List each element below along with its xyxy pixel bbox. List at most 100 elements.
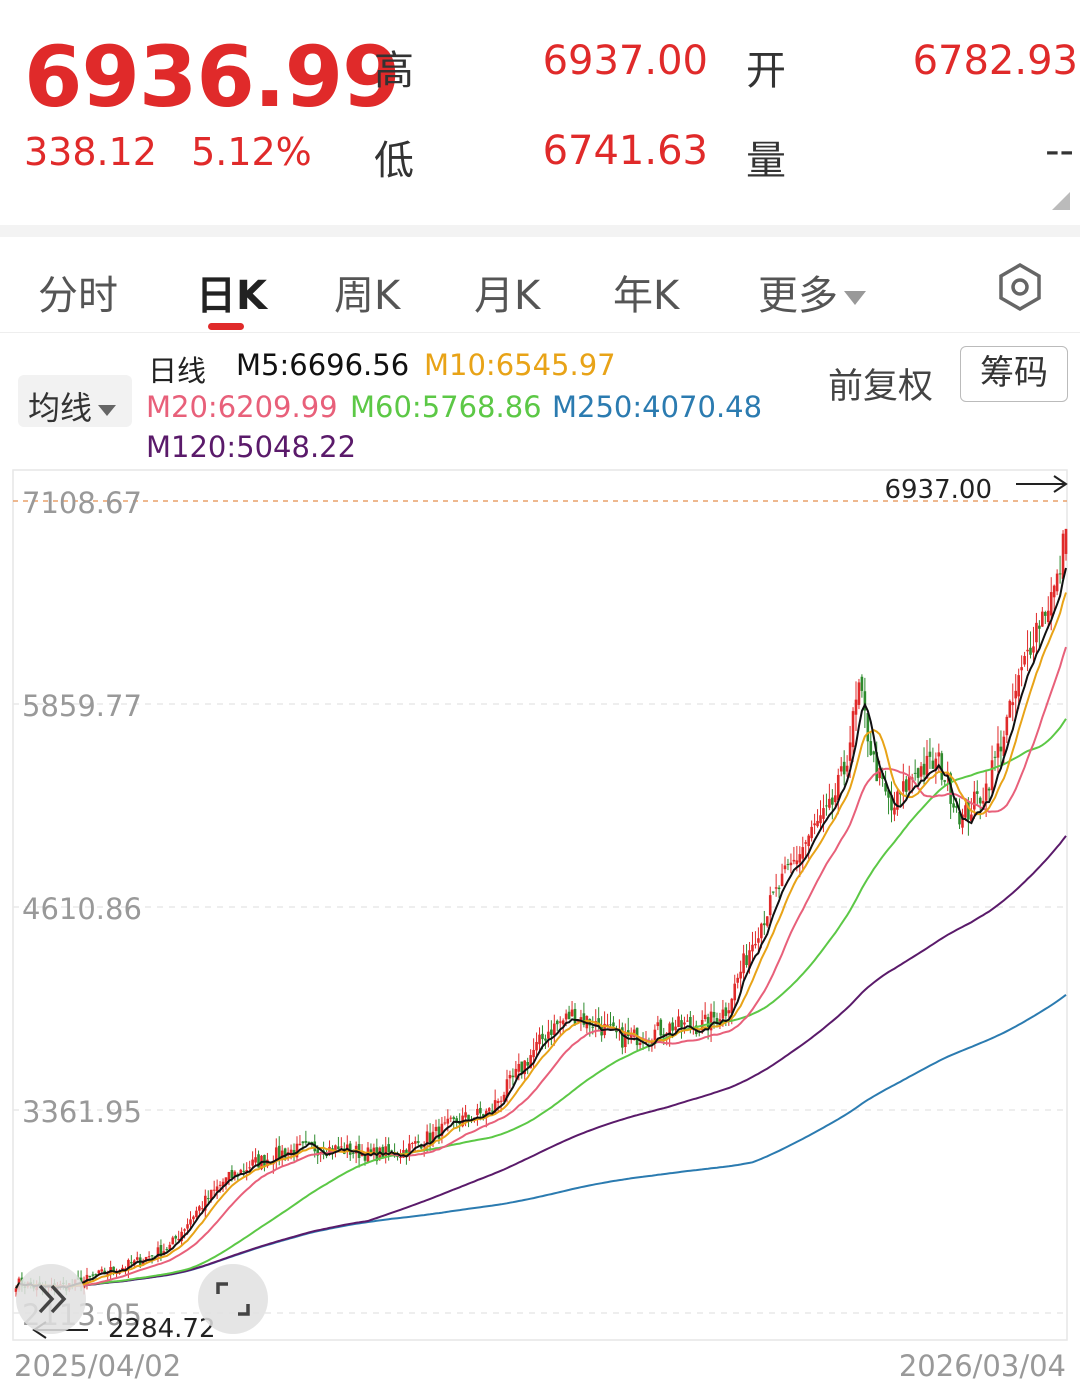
candle-body bbox=[558, 1021, 562, 1023]
candle-body bbox=[227, 1171, 231, 1181]
candle-body bbox=[937, 752, 941, 757]
candle-body bbox=[411, 1143, 414, 1145]
candle-body bbox=[902, 781, 905, 792]
candle-body bbox=[541, 1033, 544, 1040]
candle-body bbox=[621, 1027, 624, 1048]
candle-body bbox=[860, 676, 864, 691]
price-change: 338.12 5.12% bbox=[24, 130, 334, 174]
tab-intraday[interactable]: 分时 bbox=[38, 273, 118, 319]
low-label: 低 bbox=[374, 138, 414, 184]
candle-body bbox=[233, 1171, 237, 1176]
candle-body bbox=[550, 1029, 553, 1035]
candle-body bbox=[819, 815, 822, 824]
candle-body bbox=[1026, 649, 1029, 652]
candle-body bbox=[14, 1288, 18, 1292]
candle-body bbox=[390, 1150, 393, 1152]
candle-body bbox=[112, 1266, 115, 1272]
candle-body bbox=[538, 1034, 541, 1045]
candle-body bbox=[751, 944, 754, 952]
candle-body bbox=[656, 1022, 660, 1027]
candle-body bbox=[263, 1154, 266, 1166]
candle-body bbox=[363, 1155, 367, 1161]
candle-body bbox=[135, 1257, 139, 1260]
y-tick-label: 4610.86 bbox=[22, 892, 142, 926]
ma120-value: M120:5048.22 bbox=[146, 430, 357, 464]
candle-body bbox=[958, 811, 961, 825]
candle-body bbox=[973, 791, 976, 810]
candle-body bbox=[727, 1010, 731, 1014]
ma-selector[interactable]: 均线 bbox=[18, 375, 132, 427]
candle-body bbox=[893, 807, 896, 815]
candle-body bbox=[978, 797, 982, 804]
candle-body bbox=[242, 1170, 246, 1172]
candle-body bbox=[239, 1169, 243, 1175]
candle-body bbox=[579, 1017, 583, 1023]
candle-body bbox=[916, 768, 920, 778]
candle-body bbox=[736, 977, 739, 983]
candle-body bbox=[467, 1114, 470, 1120]
candle-body bbox=[1058, 573, 1062, 575]
tab-weekly-k[interactable]: 周K bbox=[334, 273, 401, 319]
candle-body bbox=[159, 1245, 163, 1257]
candle-body bbox=[499, 1100, 503, 1102]
x-end-date: 2026/03/04 bbox=[899, 1349, 1066, 1383]
candle-body bbox=[748, 950, 751, 969]
candle-body bbox=[490, 1110, 494, 1112]
candle-body bbox=[452, 1117, 456, 1120]
tab-more[interactable]: 更多 bbox=[758, 263, 866, 321]
open-label: 开 bbox=[746, 48, 786, 94]
candle-body bbox=[961, 814, 964, 828]
candle-body bbox=[931, 760, 935, 769]
open-value: 6782.93 bbox=[912, 38, 1078, 84]
candle-body bbox=[709, 1011, 713, 1031]
candle-body bbox=[804, 842, 808, 844]
settings-hexagon-icon[interactable] bbox=[995, 262, 1045, 312]
candle-body bbox=[144, 1256, 148, 1261]
candle-body bbox=[934, 758, 938, 771]
y-tick-label: 3361.95 bbox=[22, 1095, 142, 1129]
candle-body bbox=[1005, 716, 1009, 736]
candle-body bbox=[875, 752, 879, 782]
tab-daily-k[interactable]: 日K bbox=[196, 273, 267, 319]
candle-body bbox=[555, 1020, 559, 1025]
candle-body bbox=[248, 1167, 251, 1169]
candle-body bbox=[940, 753, 944, 780]
candle-body bbox=[567, 1011, 571, 1020]
candle-body bbox=[816, 820, 819, 827]
candle-body bbox=[94, 1274, 98, 1276]
candle-body bbox=[890, 795, 893, 811]
candle-body bbox=[408, 1143, 411, 1155]
candle-body bbox=[511, 1075, 515, 1078]
double-chevron-right-icon bbox=[38, 1284, 67, 1314]
ma250-value: M250:4070.48 bbox=[552, 390, 763, 424]
candle-body bbox=[218, 1184, 222, 1186]
candle-body bbox=[1038, 625, 1041, 629]
candle-body bbox=[644, 1041, 648, 1043]
candle-body bbox=[993, 756, 997, 758]
tab-yearly-k[interactable]: 年K bbox=[613, 273, 680, 319]
candle-body bbox=[298, 1143, 302, 1146]
candle-body bbox=[1041, 611, 1044, 627]
candle-body bbox=[180, 1231, 183, 1242]
tab-monthly-k[interactable]: 月K bbox=[474, 273, 541, 319]
candle-body bbox=[822, 808, 825, 819]
price-adjust-label[interactable]: 前复权 bbox=[828, 367, 934, 407]
candle-body bbox=[836, 774, 840, 801]
candle-body bbox=[508, 1075, 512, 1079]
candles bbox=[14, 528, 1068, 1297]
chips-button[interactable]: 筹码 bbox=[960, 346, 1068, 402]
candle-body bbox=[455, 1118, 459, 1123]
candle-body bbox=[97, 1270, 101, 1274]
candle-body bbox=[328, 1146, 331, 1155]
fullscreen-button[interactable] bbox=[198, 1264, 268, 1334]
candle-body bbox=[316, 1149, 319, 1156]
candle-body bbox=[482, 1114, 485, 1116]
candle-body bbox=[133, 1260, 136, 1266]
candle-body bbox=[1023, 655, 1026, 665]
last-price: 6936.99 bbox=[24, 28, 401, 126]
scroll-forward-button[interactable] bbox=[16, 1264, 86, 1334]
candle-body bbox=[1055, 573, 1059, 592]
expand-corner-icon[interactable] bbox=[1052, 192, 1070, 210]
section-divider bbox=[0, 225, 1080, 237]
